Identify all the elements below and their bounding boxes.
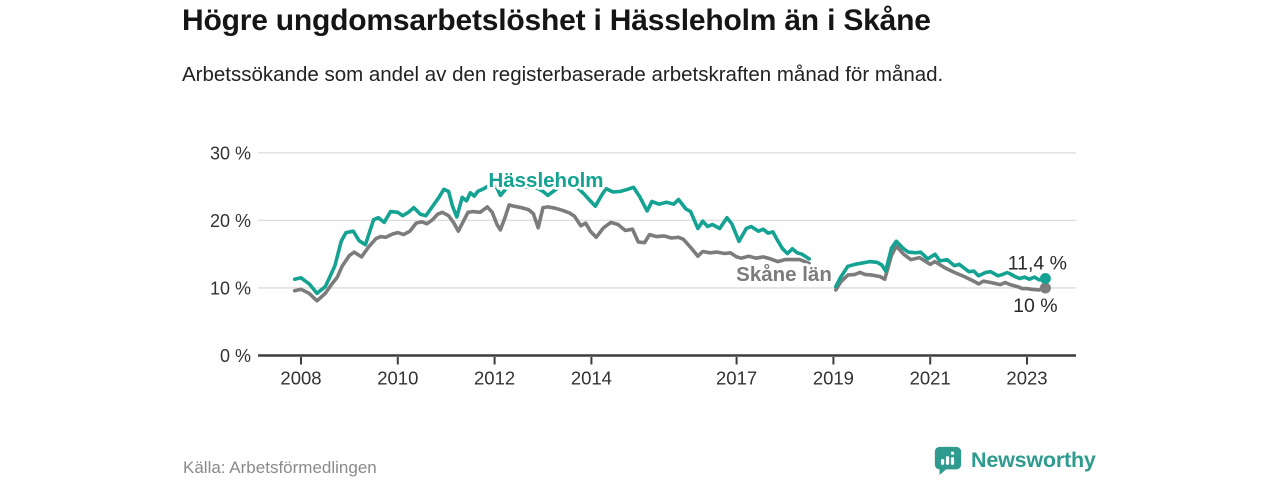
end-value-label-skane-lan: 10 %: [1013, 295, 1057, 317]
chart-subtitle: Arbetssökande som andel av den registerb…: [182, 63, 944, 86]
series-end-dot-skane-lan: [1039, 282, 1051, 294]
page-title: Högre ungdomsarbetslöshet i Hässleholm ä…: [182, 4, 931, 37]
x-axis-tick-label: 2014: [571, 368, 612, 389]
x-axis-tick-label: 2023: [1006, 368, 1047, 389]
y-axis-tick-label: 0 %: [220, 346, 251, 366]
newsworthy-logo: Newsworthy: [933, 445, 1096, 475]
series-label-hassleholm: Hässleholm: [488, 169, 603, 192]
y-axis-tick-label: 20 %: [210, 211, 251, 231]
source-text: Källa: Arbetsförmedlingen: [183, 458, 377, 477]
series-end-dot-hassleholm: [1039, 272, 1051, 284]
x-axis-tick-label: 2010: [377, 368, 418, 389]
x-axis-tick-label: 2008: [280, 368, 321, 389]
newsworthy-bar-chart-bubble-icon: [934, 446, 962, 475]
newsworthy-wordmark: Newsworthy: [971, 447, 1096, 472]
end-value-label-hassleholm: 11,4 %: [1008, 252, 1067, 274]
series-label-skane-lan: Skåne län: [736, 263, 832, 286]
series-line-hassleholm: [833, 239, 1048, 289]
x-axis-tick-label: 2021: [910, 368, 951, 389]
y-axis-tick-label: 10 %: [210, 278, 251, 298]
series-line-hassleholm: [292, 180, 812, 296]
x-axis-tick-label: 2019: [813, 368, 854, 389]
x-axis-tick-label: 2017: [716, 368, 757, 389]
series-line-skane-lan: [833, 244, 1048, 292]
x-axis-tick-label: 2012: [474, 368, 515, 389]
y-axis-tick-label: 30 %: [210, 143, 251, 163]
series-line-skane-lan: [292, 203, 812, 303]
